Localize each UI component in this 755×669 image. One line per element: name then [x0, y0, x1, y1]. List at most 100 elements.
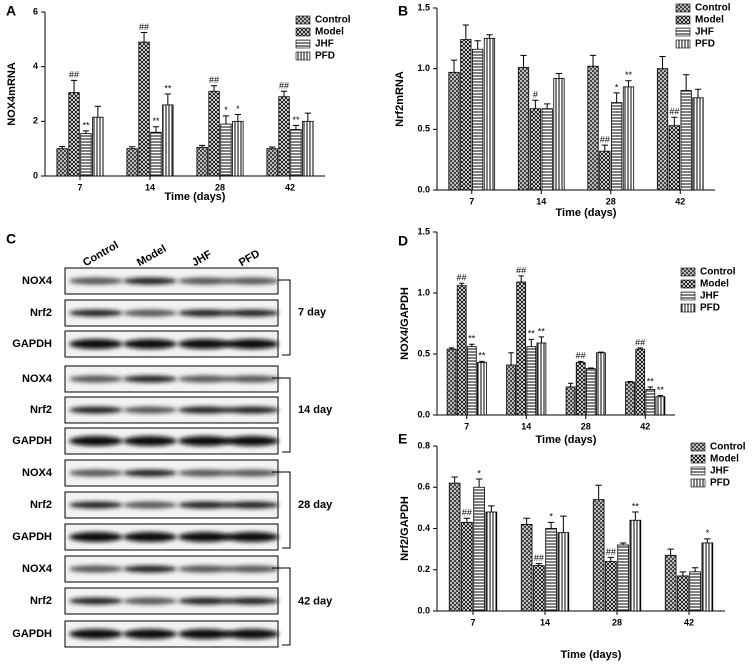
error-bar [567, 382, 574, 387]
error-bar [588, 367, 594, 369]
lane-label: Control [81, 239, 121, 269]
x-tick-label: 28 [581, 421, 591, 431]
error-bar [532, 99, 539, 109]
error-bar [679, 571, 687, 576]
error-bar [607, 556, 615, 562]
blot-band [69, 501, 123, 509]
blot-band [178, 532, 232, 542]
bar [232, 120, 244, 177]
blot-band [225, 469, 279, 477]
legend-label: Model [700, 279, 729, 290]
error-bar [140, 32, 148, 43]
panel-label: D [398, 233, 408, 249]
bar [460, 39, 472, 191]
error-bar [152, 126, 160, 133]
error-bar [694, 88, 702, 98]
blot-band [178, 597, 232, 605]
legend-label: JHF [315, 39, 334, 50]
bar [466, 346, 477, 416]
error-bar [613, 92, 620, 103]
bar [506, 364, 516, 416]
error-bar [222, 115, 230, 125]
x-tick-label: 42 [684, 617, 694, 627]
legend-swatch [690, 454, 706, 464]
y-tick-label: 4 [33, 61, 38, 71]
legend-label: Model [315, 27, 344, 38]
x-axis-label: Time (days) [536, 434, 597, 446]
bar [622, 86, 635, 191]
significance-label: * [477, 468, 481, 478]
x-tick-label: 42 [640, 421, 650, 431]
y-axis-label: Nrf2mRNA [394, 71, 406, 127]
error-bar [683, 74, 690, 91]
bar [611, 102, 623, 191]
bar [585, 368, 596, 416]
error-bar [595, 484, 602, 500]
bar [56, 148, 68, 177]
error-bar [538, 336, 545, 344]
legend-swatch [690, 478, 706, 488]
bar [520, 523, 533, 612]
bar [220, 123, 232, 177]
error-bar [625, 80, 632, 87]
legend-label: Control [710, 442, 746, 453]
row-label: GAPDH [12, 435, 52, 447]
blot-band [69, 629, 123, 639]
blot-band [178, 277, 232, 285]
error-bar [619, 542, 627, 545]
bar [456, 285, 467, 416]
blot-band [123, 532, 177, 542]
blot-band [225, 375, 279, 383]
bar [617, 544, 629, 612]
legend-label: PFD [710, 478, 730, 489]
bar [517, 67, 530, 191]
bar [656, 68, 669, 191]
x-tick-label: 14 [521, 421, 531, 431]
bar [545, 528, 557, 612]
blot-band [178, 406, 232, 414]
legend-label: Model [695, 15, 724, 26]
y-tick-label: 0.0 [417, 184, 430, 194]
error-bar [523, 517, 530, 525]
significance-label: ** [657, 385, 665, 395]
bar [266, 148, 278, 177]
error-bar [691, 567, 699, 572]
x-tick-label: 28 [606, 196, 616, 206]
blot-band [69, 375, 123, 383]
significance-label: ** [164, 83, 172, 93]
bar [516, 281, 527, 416]
blot-band [69, 469, 123, 477]
error-bar [450, 59, 458, 73]
legend-swatch [675, 27, 691, 37]
bar [472, 48, 484, 191]
blot-band [69, 309, 123, 317]
legend-label: Control [700, 267, 736, 278]
significance-label: * [706, 528, 710, 538]
legend-label: JHF [700, 291, 719, 302]
bar [575, 362, 586, 416]
row-label: NOX4 [22, 563, 53, 575]
blot-band [123, 501, 177, 509]
error-bar [518, 275, 524, 283]
x-tick-label: 7 [469, 196, 474, 206]
error-bar [475, 478, 483, 488]
y-tick-label: 0.8 [417, 440, 430, 450]
bar [680, 90, 692, 191]
bar [536, 342, 547, 416]
legend-swatch [690, 466, 706, 476]
legend-swatch [690, 442, 706, 452]
significance-label: ## [462, 508, 472, 518]
y-tick-label: 0 [33, 170, 38, 180]
blot-band [178, 469, 232, 477]
bar [68, 92, 80, 177]
y-tick-label: 1.0 [417, 287, 430, 297]
row-label: Nrf2 [30, 595, 52, 607]
significance-label: ** [152, 116, 160, 126]
error-bar [547, 521, 555, 529]
error-bar [544, 103, 551, 109]
error-bar [129, 146, 136, 149]
bar [592, 499, 605, 612]
blot-band [225, 277, 279, 285]
significance-label: * [549, 512, 553, 522]
